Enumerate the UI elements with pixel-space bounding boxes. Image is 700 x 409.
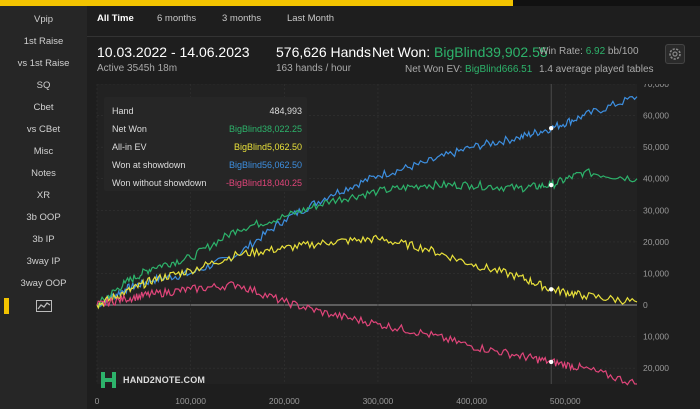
sidebar-active-marker: [4, 298, 9, 314]
tabs-divider: [87, 36, 700, 37]
brand-logo: HAND2NOTE.COM: [101, 372, 205, 388]
y-tick-label: 70,000: [643, 84, 669, 89]
sidebar-item-cbet[interactable]: Cbet: [33, 102, 54, 113]
y-tick-label: 20,000: [643, 363, 669, 373]
hands-rate: 163 hands / hour: [276, 63, 352, 74]
sidebar-item-vs-cbet[interactable]: vs CBet: [26, 124, 61, 135]
y-tick-label: 10,000: [643, 332, 669, 342]
tooltip-label: Net Won: [112, 124, 147, 134]
tab-last-month[interactable]: Last Month: [287, 13, 334, 24]
active-time: Active 3545h 18m: [97, 63, 178, 74]
net-won-ev-value: BigBlind666.51: [465, 64, 533, 75]
win-rate-unit: bb/100: [605, 46, 639, 57]
x-tick-label: 200,000: [269, 396, 300, 406]
tooltip-value: BigBlind56,062.50: [228, 160, 302, 170]
x-tick-label: 500,000: [550, 396, 581, 406]
tooltip-value: -BigBlind18,040.25: [225, 178, 302, 188]
tooltip-label: Won at showdown: [112, 160, 186, 170]
sidebar-item-3b-ip[interactable]: 3b IP: [32, 234, 55, 245]
sidebar: Vpip 1st Raise vs 1st Raise SQ Cbet vs CBet Mi…: [0, 6, 87, 409]
gear-icon: [669, 48, 681, 60]
y-tick-label: 60,000: [643, 111, 669, 121]
tooltip-label: All-in EV: [112, 142, 147, 152]
net-won-value: BigBlind39,902.55: [434, 44, 548, 60]
y-tick-label: 10,000: [643, 268, 669, 278]
tooltip-value: BigBlind38,022.25: [228, 124, 302, 134]
sidebar-item-sq[interactable]: SQ: [36, 80, 51, 91]
sidebar-item-notes[interactable]: Notes: [31, 168, 56, 179]
series-line: [96, 281, 638, 386]
y-tick-label: 20,000: [643, 237, 669, 247]
x-tick-label: 300,000: [363, 396, 394, 406]
brand-text: HAND2NOTE.COM: [123, 375, 206, 385]
sidebar-item-misc[interactable]: Misc: [33, 146, 54, 157]
sidebar-item-3b-oop[interactable]: 3b OOP: [26, 212, 61, 223]
hover-point: [548, 126, 554, 131]
net-won-ev: Net Won EV: BigBlind666.51: [405, 64, 532, 75]
tab-6-months[interactable]: 6 months: [157, 13, 197, 24]
x-tick-label: 400,000: [456, 396, 487, 406]
top-accent-dark: [513, 0, 700, 6]
sidebar-item-3way-ip[interactable]: 3way IP: [26, 256, 61, 267]
x-tick-label: 0: [95, 396, 100, 406]
hover-point: [548, 182, 554, 188]
hand2note-logo-icon: [101, 372, 116, 388]
sidebar-item-1st-raise[interactable]: 1st Raise: [23, 36, 64, 47]
main-panel: All Time 6 months 3 months Last Month 10…: [87, 6, 700, 409]
avg-tables: 1.4 average played tables: [539, 64, 654, 75]
tab-3-months[interactable]: 3 months: [222, 13, 262, 24]
tooltip-label: Won without showdown: [112, 178, 207, 188]
chart-tooltip: Hand 484,993 Net Won BigBlind38,022.25 All-i…: [104, 97, 307, 191]
tooltip-label: Hand: [112, 106, 134, 116]
x-tick-label: 100,000: [175, 396, 206, 406]
win-rate-value: 6.92: [585, 46, 606, 57]
line-chart-icon[interactable]: [36, 300, 52, 312]
net-won-ev-label: Net Won EV:: [405, 64, 466, 75]
top-accent-bar: [0, 0, 700, 6]
hover-point: [548, 287, 554, 292]
hands-count: 576,626 Hands: [276, 44, 371, 60]
net-won-label: Net Won:: [372, 44, 434, 60]
win-rate-label: Win Rate:: [539, 46, 586, 57]
settings-button[interactable]: [665, 44, 685, 64]
sidebar-item-vpip[interactable]: Vpip: [33, 14, 53, 25]
y-tick-label: 30,000: [643, 205, 669, 215]
y-tick-label: 40,000: [643, 174, 669, 184]
net-won: Net Won: BigBlind39,902.55: [372, 44, 548, 60]
sidebar-item-3way-oop[interactable]: 3way OOP: [20, 278, 67, 289]
tab-all-time[interactable]: All Time: [97, 13, 134, 24]
y-tick-label: 0: [643, 300, 648, 310]
series-line: [96, 168, 638, 308]
win-rate: Win Rate: 6.92 bb/100: [539, 46, 639, 57]
sidebar-item-vs-1st-raise[interactable]: vs 1st Raise: [17, 58, 70, 69]
hover-point: [548, 359, 554, 365]
tooltip-value: 484,993: [269, 106, 302, 116]
date-range: 10.03.2022 - 14.06.2023: [97, 44, 250, 60]
sidebar-item-xr[interactable]: XR: [36, 190, 51, 201]
series-line: [96, 234, 638, 310]
y-tick-label: 50,000: [643, 142, 669, 152]
tooltip-value: BigBlind5,062.50: [233, 142, 302, 152]
series-line: [96, 95, 638, 308]
